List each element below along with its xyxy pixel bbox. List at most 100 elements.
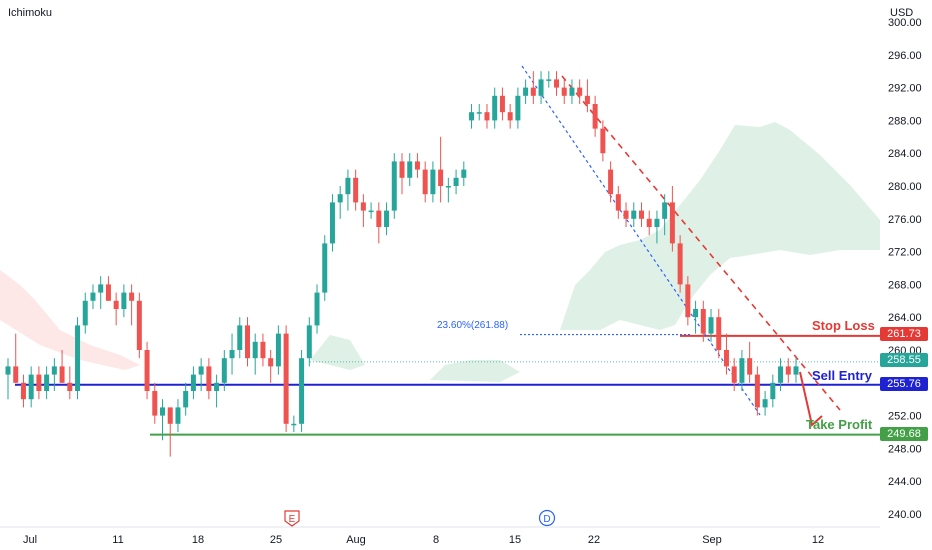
cloud-bear-area	[0, 270, 140, 370]
candle-body	[28, 374, 34, 400]
candle	[739, 350, 745, 391]
price-tick-label: 248.00	[888, 443, 922, 455]
candles	[5, 71, 799, 457]
candle	[5, 358, 11, 400]
candle-body	[13, 366, 19, 383]
candle	[608, 161, 614, 203]
candle-body	[121, 292, 127, 309]
event-marker-letter: E	[289, 514, 296, 525]
candle-body	[669, 202, 675, 244]
time-tick-label: 18	[192, 534, 204, 546]
ichimoku-cloud	[0, 122, 880, 382]
price-tick-label: 280.00	[888, 181, 922, 193]
candle	[623, 202, 629, 227]
candle	[190, 366, 196, 400]
candle	[322, 235, 328, 301]
candle	[67, 366, 73, 400]
candle	[538, 71, 544, 104]
candle	[492, 87, 498, 129]
candle	[600, 120, 606, 162]
candle	[183, 382, 189, 416]
candle-body	[476, 112, 482, 114]
dividend-marker: D	[538, 509, 556, 527]
candle	[44, 366, 50, 400]
fib-level-label: 23.60%(261.88)	[437, 320, 509, 331]
candle	[36, 366, 42, 400]
candle-body	[268, 358, 274, 367]
candle	[353, 169, 359, 211]
candle	[268, 350, 274, 383]
candle-body	[438, 169, 444, 186]
earnings-marker-shape	[284, 510, 300, 527]
candle	[414, 153, 420, 178]
price-tick-label: 300.00	[888, 17, 922, 29]
candle	[384, 202, 390, 236]
candle-body	[329, 202, 335, 244]
candle	[638, 202, 644, 227]
candle-body	[221, 358, 227, 383]
candle-body	[654, 218, 660, 227]
candle-body	[129, 292, 135, 301]
candle-body	[167, 407, 173, 424]
candle-body	[237, 325, 243, 350]
candle-body	[391, 161, 397, 211]
candle	[275, 325, 281, 375]
candle	[515, 87, 521, 129]
candle	[260, 333, 266, 367]
candle	[407, 153, 413, 186]
candle-body	[561, 87, 567, 96]
candle-body	[754, 374, 760, 408]
time-tick-label: 8	[433, 534, 439, 546]
candle	[654, 210, 660, 244]
candle	[662, 194, 668, 236]
candle	[770, 374, 776, 408]
candle	[669, 186, 675, 252]
candle-body	[785, 366, 791, 375]
candle	[113, 292, 119, 326]
candle-body	[345, 177, 351, 195]
time-tick-label: 15	[509, 534, 521, 546]
time-tick-label: 22	[588, 534, 600, 546]
candle	[237, 317, 243, 359]
price-tick-label: 268.00	[888, 279, 922, 291]
candle	[329, 194, 335, 252]
stop-loss-label: Stop Loss	[812, 318, 875, 333]
candle-body	[739, 358, 745, 383]
candle-body	[260, 341, 266, 359]
candle-body	[275, 333, 281, 367]
price-tick-label: 264.00	[888, 312, 922, 324]
cloud-bull-area	[430, 360, 520, 382]
candle-body	[59, 366, 65, 383]
candle-body	[584, 95, 590, 104]
candle-body	[453, 177, 459, 186]
candle-body	[67, 382, 73, 391]
candle	[90, 284, 96, 309]
candle	[554, 71, 560, 96]
time-tick-label: Jul	[23, 534, 37, 546]
candle-body	[631, 210, 637, 219]
candle-body	[484, 112, 490, 121]
candle-body	[569, 87, 575, 96]
candle	[198, 358, 204, 391]
candle	[723, 333, 729, 375]
candle-body	[592, 104, 598, 129]
candle-body	[144, 350, 150, 391]
candle	[160, 399, 166, 441]
candle-body	[175, 407, 181, 424]
candle	[469, 104, 475, 129]
candle-body	[414, 161, 420, 170]
price-tick-label: 292.00	[888, 83, 922, 95]
price-tick-label: 252.00	[888, 411, 922, 423]
candle-body	[368, 210, 374, 213]
candle-body	[469, 112, 475, 121]
candle-body	[214, 382, 220, 391]
currency-label: USD	[890, 7, 914, 19]
candle	[461, 161, 467, 186]
candle-body	[507, 112, 513, 121]
candle-body	[685, 284, 691, 318]
candle	[584, 79, 590, 113]
candle	[453, 169, 459, 195]
candle-body	[577, 87, 583, 96]
